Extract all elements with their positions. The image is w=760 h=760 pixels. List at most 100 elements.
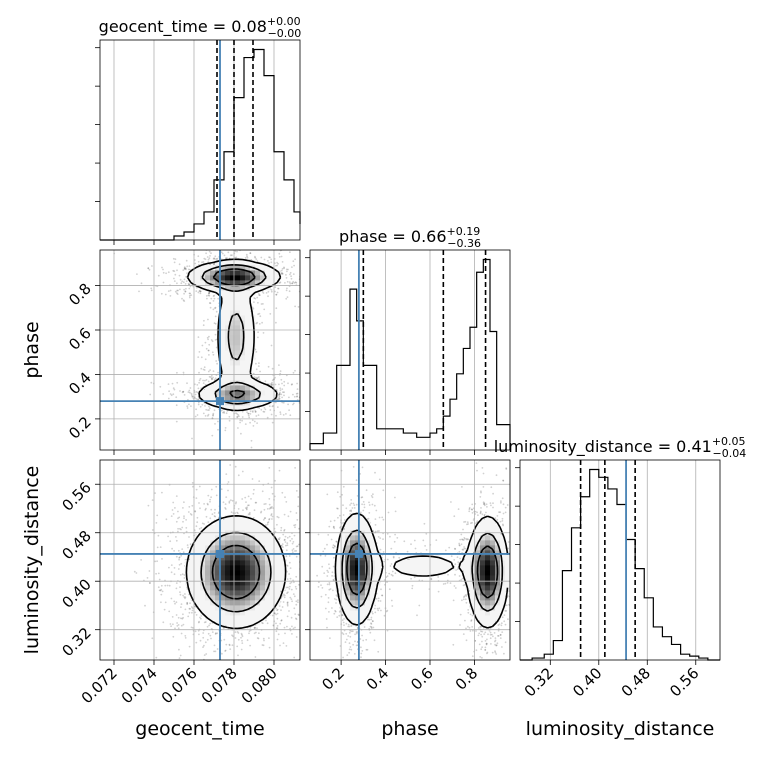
- density-cell: [275, 270, 281, 276]
- density-cell: [235, 615, 241, 621]
- sample-point: [270, 486, 273, 489]
- density-cell: [205, 580, 211, 586]
- sample-point: [176, 282, 178, 285]
- density-cell: [235, 550, 241, 556]
- sample-point: [291, 282, 294, 285]
- density-cell: [235, 390, 241, 396]
- sample-point: [293, 395, 296, 398]
- sample-point: [213, 297, 216, 300]
- sample-point: [240, 432, 242, 435]
- sample-point: [301, 394, 303, 396]
- density-cell: [220, 275, 226, 281]
- density-cell: [235, 610, 241, 616]
- sample-point: [248, 416, 251, 419]
- sample-point: [241, 410, 244, 413]
- sample-point: [280, 393, 283, 396]
- sample-point: [241, 634, 243, 636]
- sample-point: [257, 414, 260, 416]
- sample-point: [246, 411, 249, 414]
- sample-point: [214, 508, 216, 511]
- sample-point: [265, 619, 267, 622]
- sample-point: [215, 494, 218, 497]
- sample-point: [179, 593, 182, 596]
- sample-point: [258, 362, 260, 364]
- sample-point: [172, 635, 175, 638]
- sample-point: [263, 258, 266, 261]
- sample-point: [313, 276, 315, 278]
- sample-point: [178, 516, 181, 519]
- sample-point: [175, 582, 178, 584]
- sample-point: [326, 395, 328, 397]
- sample-point: [252, 425, 255, 427]
- density-cell: [240, 295, 246, 301]
- sample-point: [171, 616, 174, 618]
- sample-point: [164, 584, 167, 587]
- sample-point: [234, 512, 237, 514]
- density-cell: [270, 270, 276, 276]
- sample-point: [154, 492, 157, 494]
- density-cell: [205, 575, 211, 581]
- sample-point: [261, 290, 264, 293]
- sample-point: [263, 517, 266, 520]
- sample-point: [270, 507, 272, 509]
- sample-point: [149, 393, 152, 396]
- density-cell: [245, 405, 251, 411]
- sample-point: [209, 306, 212, 309]
- sample-point: [206, 297, 208, 300]
- sample-point: [280, 529, 282, 532]
- sample-point: [263, 407, 266, 409]
- sample-point: [146, 577, 149, 579]
- sample-point: [274, 286, 277, 289]
- density-cell: [190, 570, 196, 576]
- density-cell: [220, 335, 226, 341]
- sample-point: [248, 667, 250, 669]
- sample-point: [210, 297, 213, 300]
- density-cell: [245, 350, 251, 356]
- density-cell: [240, 350, 246, 356]
- sample-point: [286, 604, 289, 607]
- sample-point: [275, 264, 277, 267]
- sample-point: [275, 307, 278, 310]
- sample-point: [174, 258, 177, 261]
- density-cell: [230, 560, 236, 566]
- sample-point: [301, 274, 303, 276]
- sample-point: [293, 534, 296, 537]
- sample-point: [203, 621, 206, 624]
- density-cell: [230, 305, 236, 311]
- density-cell: [245, 335, 251, 341]
- sample-point: [188, 607, 191, 610]
- sample-point: [311, 389, 313, 391]
- sample-point: [281, 491, 284, 494]
- sample-point: [282, 391, 284, 394]
- sample-point: [257, 301, 259, 304]
- sample-point: [197, 621, 200, 624]
- panel-title: luminosity_distance = 0.41+0.05 −0.04: [494, 435, 747, 460]
- density-cell: [210, 550, 216, 556]
- sample-point: [269, 313, 272, 315]
- sample-point: [256, 422, 258, 424]
- sample-point: [280, 272, 283, 275]
- sample-point: [206, 336, 209, 339]
- density-cell: [210, 280, 216, 286]
- sample-point: [286, 544, 289, 547]
- density-cell: [245, 380, 251, 386]
- sample-point: [283, 594, 286, 597]
- sample-point: [209, 369, 212, 371]
- sample-point: [278, 537, 281, 539]
- density-cell: [240, 330, 246, 336]
- sample-point: [207, 338, 210, 341]
- sample-point: [274, 479, 276, 482]
- sample-point: [227, 481, 230, 483]
- density-cell: [240, 375, 246, 381]
- sample-point: [225, 643, 228, 646]
- sample-point: [291, 633, 293, 635]
- sample-point: [164, 293, 167, 296]
- sample-point: [269, 409, 272, 411]
- sample-point: [209, 622, 212, 625]
- sample-point: [189, 608, 192, 610]
- sample-point: [268, 467, 271, 469]
- sample-point: [226, 257, 229, 260]
- density-cell: [240, 365, 246, 371]
- density-cell: [240, 405, 246, 411]
- sample-point: [275, 627, 278, 630]
